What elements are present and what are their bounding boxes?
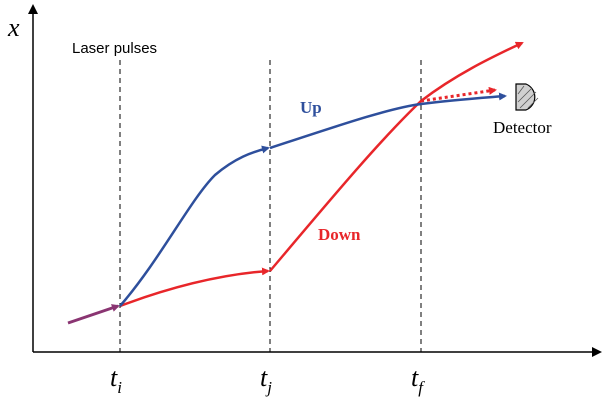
y-axis-label: x: [7, 13, 20, 42]
down-path-segment-2: [269, 41, 524, 272]
detector-label: Detector: [493, 118, 552, 137]
merged-path: [67, 304, 120, 325]
up-path-segment-2: [269, 92, 507, 150]
down-path-segment-1: [119, 267, 270, 308]
tick-label-tf: tf: [411, 363, 425, 397]
up-label: Up: [300, 98, 322, 117]
detector-icon: [515, 83, 539, 111]
up-path-segment-1: [119, 145, 270, 307]
tick-label-ti: ti: [110, 363, 122, 397]
down-label: Down: [318, 225, 361, 244]
laser-pulses-label: Laser pulses: [72, 40, 157, 57]
tick-label-tj: tj: [260, 363, 272, 397]
down-path-dotted: [420, 86, 497, 103]
